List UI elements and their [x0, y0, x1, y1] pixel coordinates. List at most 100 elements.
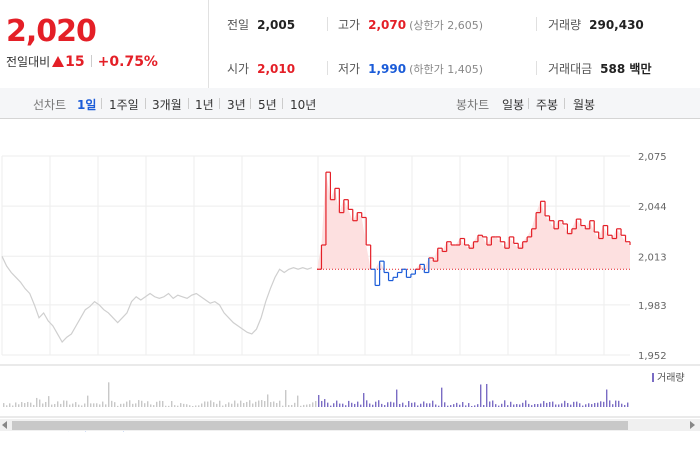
volume-bar — [528, 403, 530, 407]
tab-5y[interactable]: 5년 — [258, 98, 277, 112]
volume-bar — [624, 404, 626, 407]
volume-legend: 거래량 — [657, 372, 685, 384]
volume-bar — [594, 403, 596, 407]
chart-scrollbar[interactable] — [0, 419, 700, 431]
volume-bar — [336, 400, 338, 407]
volume-bar — [564, 400, 566, 407]
volume-bar — [549, 401, 551, 407]
volume-bar — [462, 402, 464, 407]
volume-bar — [186, 404, 188, 407]
change-line: 전일대비 15 +0.75% — [6, 53, 158, 70]
stat-label: 거래량 — [548, 18, 582, 32]
divider — [188, 98, 189, 109]
volume-bar — [12, 405, 14, 407]
volume-bar — [618, 400, 620, 407]
volume-bar — [408, 401, 410, 407]
volume-bar — [426, 403, 428, 407]
volume-bar — [234, 400, 236, 407]
volume-bar — [438, 405, 440, 407]
volume-bar — [195, 405, 197, 407]
volume-bar — [627, 402, 629, 407]
volume-bar — [282, 405, 284, 407]
volume-bar — [435, 404, 437, 407]
volume-bar — [228, 402, 230, 407]
volume-bar — [111, 400, 113, 407]
volume-bar — [240, 400, 242, 407]
tab-3m[interactable]: 3개월 — [152, 98, 182, 112]
volume-bar — [357, 401, 359, 407]
stat-label: 전일 — [227, 18, 250, 32]
volume-bar — [261, 400, 263, 407]
volume-bar — [339, 403, 341, 407]
volume-bar — [576, 401, 578, 407]
volume-bar — [90, 403, 92, 407]
volume-bar — [471, 405, 473, 407]
volume-bar — [489, 401, 491, 407]
volume-bar — [63, 400, 65, 407]
volume-bar — [603, 401, 605, 407]
tab-1w[interactable]: 1주일 — [109, 98, 139, 112]
tab-10y[interactable]: 10년 — [290, 98, 317, 112]
scroll-thumb[interactable] — [12, 421, 628, 430]
volume-bar — [450, 405, 452, 407]
tab-1d[interactable]: 1일 — [77, 98, 97, 112]
volume-bar — [495, 404, 497, 407]
volume-bar — [33, 404, 35, 407]
tab-1y[interactable]: 1년 — [195, 98, 214, 112]
volume-bar — [546, 402, 548, 407]
volume-bar — [561, 403, 563, 407]
volume-bar — [480, 384, 482, 407]
volume-bar — [318, 394, 320, 407]
volume-bar — [114, 402, 116, 407]
volume-bar — [597, 402, 599, 407]
volume-bar — [183, 403, 185, 407]
volume-bar — [588, 403, 590, 407]
y-tick-label: 2,013 — [638, 252, 667, 263]
stat-value: 2,005 — [257, 18, 296, 32]
tab-weekly[interactable]: 주봉 — [536, 98, 559, 112]
scroll-left-icon[interactable] — [2, 421, 7, 429]
divider — [282, 98, 283, 109]
stat-label: 거래대금 — [548, 62, 593, 76]
volume-bar — [72, 403, 74, 407]
volume-bar — [18, 404, 20, 407]
stat-prev-close: 전일 2,005 — [227, 16, 295, 33]
tab-daily[interactable]: 일봉 — [502, 98, 525, 112]
volume-bar — [543, 401, 545, 407]
tab-monthly[interactable]: 월봉 — [573, 98, 596, 112]
volume-bar — [129, 400, 131, 407]
volume-bar — [360, 404, 362, 407]
volume-bar — [567, 403, 569, 407]
volume-bar — [477, 404, 479, 407]
stat-label: 시가 — [227, 62, 250, 76]
volume-bar — [447, 405, 449, 407]
volume-bar — [294, 402, 296, 407]
volume-bar — [168, 405, 170, 407]
volume-bar — [213, 402, 215, 407]
volume-bar — [246, 401, 248, 407]
divider — [327, 61, 328, 75]
volume-bar — [57, 401, 59, 407]
volume-bar — [330, 405, 332, 407]
current-price: 2,020 — [6, 14, 97, 49]
volume-bar — [390, 401, 392, 407]
volume-bar — [474, 405, 476, 407]
scroll-right-icon[interactable] — [690, 421, 695, 429]
today-line — [317, 171, 631, 287]
volume-bar — [309, 404, 311, 407]
volume-bar — [150, 404, 152, 407]
volume-bar — [615, 400, 617, 407]
volume-bar — [369, 403, 371, 407]
stat-value: 588 백만 — [600, 62, 652, 76]
volume-bar — [93, 403, 95, 407]
tab-3y[interactable]: 3년 — [227, 98, 246, 112]
volume-bar — [351, 402, 353, 407]
stat-low: 저가 1,990 (하한가 1,405) — [338, 60, 483, 77]
volume-bar — [141, 400, 143, 407]
volume-bar — [36, 397, 38, 407]
volume-bar — [345, 405, 347, 407]
lower-limit: (하한가 1,405) — [409, 63, 483, 76]
y-tick-label: 2,075 — [638, 152, 667, 163]
volume-bar — [135, 403, 137, 407]
